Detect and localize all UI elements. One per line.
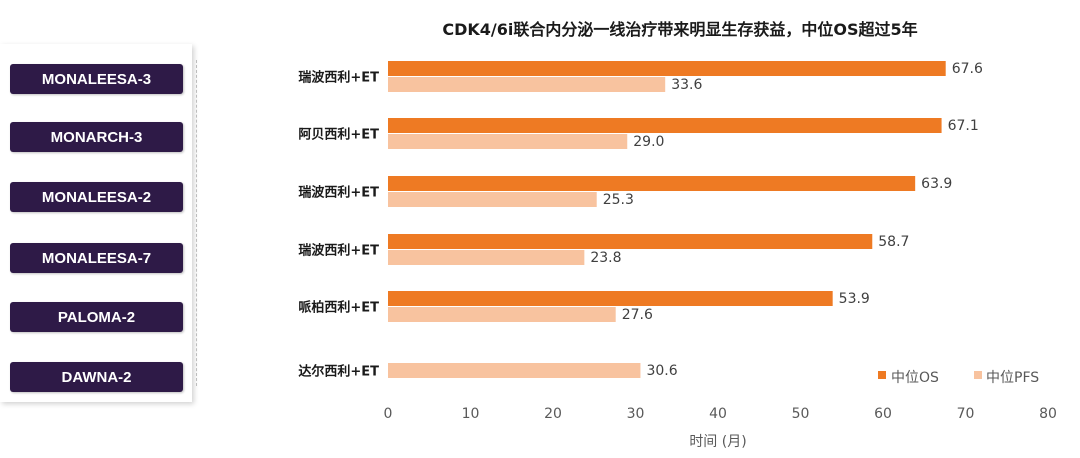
value-label-pfs: 25.3: [603, 192, 634, 208]
bar-pfs: [388, 134, 628, 149]
bar-pfs: [388, 250, 585, 265]
x-tick-label: 10: [462, 406, 480, 422]
legend-label-pfs: 中位PFS: [986, 370, 1039, 386]
legend-swatch-pfs: [974, 371, 982, 379]
x-tick-label: 60: [874, 406, 892, 422]
category-label: 达尔西利+ET: [298, 364, 379, 380]
trial-badge: MONALEESA-7: [10, 243, 183, 273]
value-label-os: 63.9: [921, 176, 952, 192]
category-labels: 瑞波西利+ET 阿贝西利+ET 瑞波西利+ET 瑞波西利+ET 哌柏西利+ET 达尔西利+…: [298, 70, 379, 380]
category-label: 瑞波西利+ET: [298, 185, 379, 201]
bar-pfs: [388, 307, 616, 322]
legend-label-os: 中位OS: [891, 370, 939, 386]
legend: 中位OS 中位PFS: [878, 370, 1039, 386]
value-label-os: 67.6: [952, 61, 983, 77]
legend-swatch-os: [878, 371, 886, 379]
x-tick-label: 20: [544, 406, 562, 422]
value-labels: 67.6 33.6 67.1 29.0 63.9 25.3 58.7 23.8 53.9 27.6…: [590, 61, 983, 379]
x-tick-label: 0: [384, 406, 393, 422]
value-label-os: 58.7: [878, 234, 909, 250]
x-tick-label: 30: [627, 406, 645, 422]
x-axis-ticks: 0 10 20 30 40 50 60 70 80: [384, 406, 1057, 422]
bars: [388, 61, 946, 378]
category-label: 阿贝西利+ET: [298, 127, 379, 143]
trial-badge: DAWNA-2: [10, 362, 183, 392]
value-label-pfs: 29.0: [633, 134, 664, 150]
trial-badge: MONALEESA-2: [10, 182, 183, 212]
value-label-pfs: 33.6: [671, 77, 702, 93]
bar-os: [388, 61, 946, 76]
x-axis-title: 时间 (月): [689, 434, 746, 450]
bar-os: [388, 176, 916, 191]
bar-pfs: [388, 192, 597, 207]
trial-badge: MONALEESA-3: [10, 64, 183, 94]
value-label-os: 53.9: [839, 291, 870, 307]
value-label-os: 67.1: [948, 118, 979, 134]
x-tick-label: 80: [1039, 406, 1057, 422]
bar-os: [388, 234, 873, 249]
x-tick-label: 50: [792, 406, 810, 422]
value-label-pfs: 27.6: [622, 307, 653, 323]
category-label: 瑞波西利+ET: [298, 70, 379, 86]
trial-badge: PALOMA-2: [10, 302, 183, 332]
bar-pfs: [388, 77, 666, 92]
x-tick-label: 70: [957, 406, 975, 422]
value-label-pfs: 23.8: [590, 250, 621, 266]
bar-pfs: [388, 363, 641, 378]
value-label-pfs: 30.6: [646, 363, 677, 379]
bar-os: [388, 291, 833, 306]
chart-title: CDK4/6i联合内分泌一线治疗带来明显生存获益，中位OS超过5年: [442, 20, 917, 39]
x-tick-label: 40: [709, 406, 727, 422]
category-label: 哌柏西利+ET: [298, 300, 379, 316]
trial-badge: MONARCH-3: [10, 122, 183, 152]
category-label: 瑞波西利+ET: [298, 243, 379, 259]
trial-name-panel: MONALEESA-3 MONARCH-3 MONALEESA-2 MONALE…: [0, 44, 192, 402]
panel-divider: [196, 60, 197, 386]
bar-os: [388, 118, 942, 133]
